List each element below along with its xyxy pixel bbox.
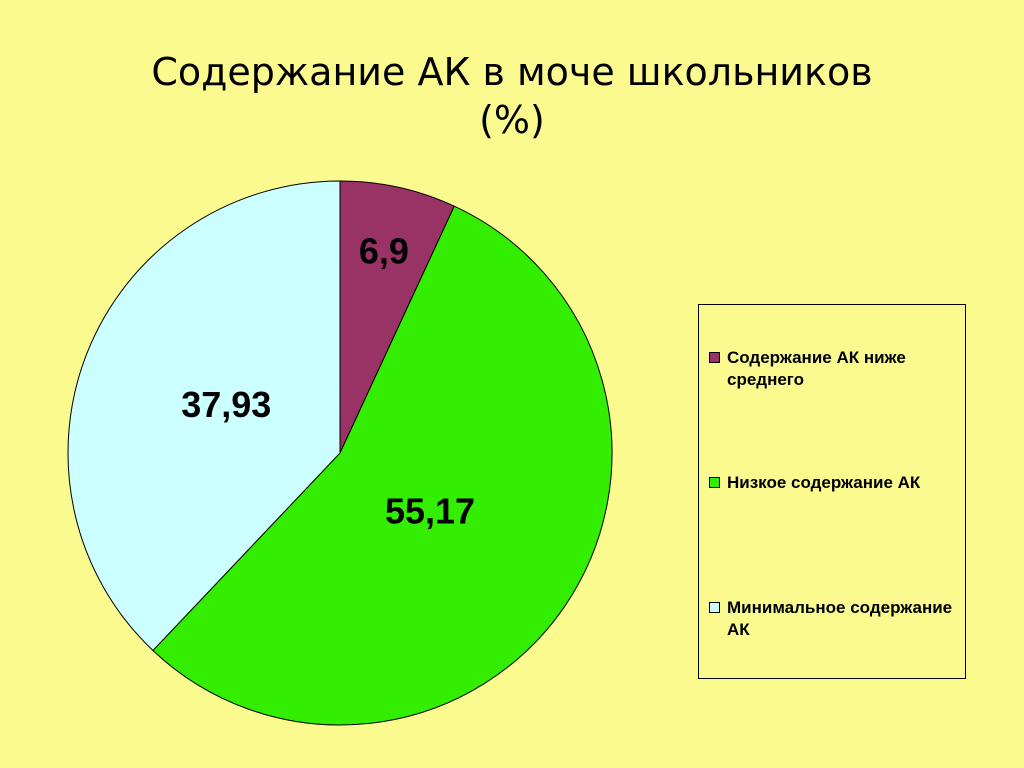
legend-label: Низкое содержание АК (727, 473, 921, 492)
legend-swatch (709, 602, 720, 613)
chart-title: Содержание АК в моче школьников (%) (151, 50, 873, 142)
legend-item: Содержание АК ниже среднего (709, 347, 961, 391)
legend-swatch (709, 352, 720, 363)
legend-label: Минимальное содержание АК (727, 598, 953, 639)
data-label: 37,93 (181, 384, 271, 425)
legend-swatch (709, 477, 720, 488)
legend-label: Содержание АК ниже среднего (727, 348, 906, 389)
legend-item: Минимальное содержание АК (709, 597, 961, 641)
data-label: 55,17 (385, 491, 475, 532)
pie-slice (339, 180, 455, 454)
data-label: 6,9 (359, 230, 409, 271)
pie-slice (152, 205, 613, 726)
pie-slice (67, 180, 341, 652)
legend: Содержание АК ниже среднего Низкое содерж… (698, 304, 966, 679)
legend-item: Низкое содержание АК (709, 472, 961, 494)
